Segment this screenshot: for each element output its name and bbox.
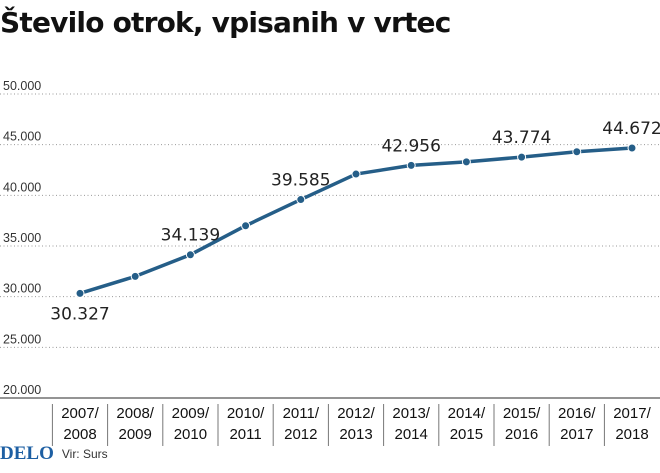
- source-note: Vir: Surs: [61, 447, 108, 461]
- data-point: [351, 169, 361, 179]
- x-tick-label: 2008/2009: [116, 405, 154, 443]
- x-tick-label: 2012/2013: [337, 405, 375, 443]
- x-tick-label: 2015/2016: [503, 405, 541, 443]
- y-tick-label: 40.000: [3, 180, 41, 194]
- y-tick-label: 20.000: [3, 383, 41, 397]
- data-point: [130, 271, 140, 281]
- x-tick-label: 2010/2011: [227, 405, 265, 443]
- x-tick-label: 2007/2008: [61, 405, 99, 443]
- data-point: [296, 195, 306, 205]
- data-point: [517, 152, 527, 162]
- data-point: [572, 147, 582, 157]
- data-point: [406, 160, 416, 170]
- y-tick-label: 35.000: [3, 231, 41, 245]
- x-tick-label: 2009/2010: [172, 405, 210, 443]
- data-point: [75, 288, 85, 298]
- x-tick-label: 2016/2017: [558, 405, 596, 443]
- data-point: [185, 250, 195, 260]
- x-tick-label: 2014/2015: [448, 405, 486, 443]
- data-point: [461, 157, 471, 167]
- y-tick-label: 30.000: [3, 282, 41, 296]
- brand-logo: DELO: [0, 443, 54, 464]
- data-label: 42.956: [381, 136, 440, 156]
- data-label: 30.327: [50, 304, 109, 324]
- chart-title: Število otrok, vpisanih v vrtec: [0, 6, 451, 39]
- footer: DELO Vir: Surs: [0, 443, 108, 464]
- y-tick-label: 50.000: [3, 79, 41, 93]
- x-tick-label: 2011/2012: [283, 405, 320, 443]
- data-point: [241, 221, 251, 231]
- x-tick-label: 2017/2018: [613, 405, 651, 443]
- data-label: 44.672: [602, 119, 660, 139]
- y-tick-label: 45.000: [3, 130, 41, 144]
- x-tick-label: 2013/2014: [392, 405, 430, 443]
- data-label: 43.774: [492, 128, 551, 148]
- data-label: 34.139: [161, 226, 220, 246]
- data-label: 39.585: [271, 171, 330, 191]
- y-tick-label: 25.000: [3, 332, 41, 346]
- data-point: [627, 143, 637, 153]
